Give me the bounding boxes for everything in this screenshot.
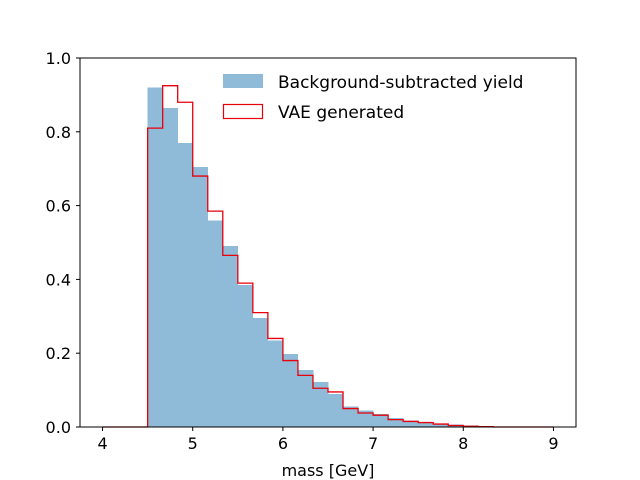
x-tick-label: 7 <box>368 434 378 453</box>
y-tick-label: 0.6 <box>46 197 71 216</box>
bar-background-subtracted <box>147 87 163 428</box>
bar-background-subtracted <box>222 246 239 427</box>
bar-background-subtracted <box>267 340 284 427</box>
plot-area <box>102 85 554 428</box>
legend: Background-subtracted yield VAE generated <box>222 73 523 123</box>
bar-background-subtracted <box>343 406 359 427</box>
y-tick-label: 1.0 <box>46 49 71 68</box>
bar-background-subtracted <box>433 423 449 427</box>
bar-background-subtracted <box>192 166 209 428</box>
legend-swatch-vae-generated <box>222 103 264 120</box>
legend-label-vae-generated: VAE generated <box>278 103 404 123</box>
bar-background-subtracted <box>162 107 178 427</box>
x-tick-label: 6 <box>278 434 288 453</box>
bar-background-subtracted <box>282 353 299 427</box>
bar-background-subtracted <box>312 381 329 427</box>
bar-background-subtracted <box>373 414 389 427</box>
legend-label-background-subtracted: Background-subtracted yield <box>278 73 523 93</box>
x-tick-label: 5 <box>188 434 198 453</box>
x-tick-label: 4 <box>97 434 107 453</box>
bar-background-subtracted <box>177 142 194 427</box>
axes: 4 5 6 7 8 9 0.0 0.2 0.4 0.6 0.8 1.0 mass [GeV] <box>46 49 577 480</box>
y-tick-label: 0.8 <box>46 123 71 142</box>
bar-background-subtracted <box>388 417 404 427</box>
bar-background-subtracted <box>237 284 254 427</box>
y-tick-label: 0.4 <box>46 270 71 289</box>
legend-swatch-background-subtracted <box>223 74 263 88</box>
bar-background-subtracted <box>403 420 419 427</box>
bar-background-subtracted <box>418 422 434 427</box>
y-tick-label: 0.2 <box>46 344 71 363</box>
bar-background-subtracted <box>207 220 224 427</box>
bar-background-subtracted <box>297 369 314 427</box>
step-line-vae-generated <box>102 85 554 428</box>
x-tick-label: 9 <box>548 434 558 453</box>
axes-frame <box>79 57 577 428</box>
x-axis-label: mass [GeV] <box>282 461 375 480</box>
x-tick-label: 8 <box>458 434 468 453</box>
y-tick-label: 0.0 <box>46 418 71 437</box>
bar-background-subtracted <box>252 318 269 427</box>
bar-background-subtracted <box>358 410 374 427</box>
bar-background-subtracted <box>328 393 344 427</box>
